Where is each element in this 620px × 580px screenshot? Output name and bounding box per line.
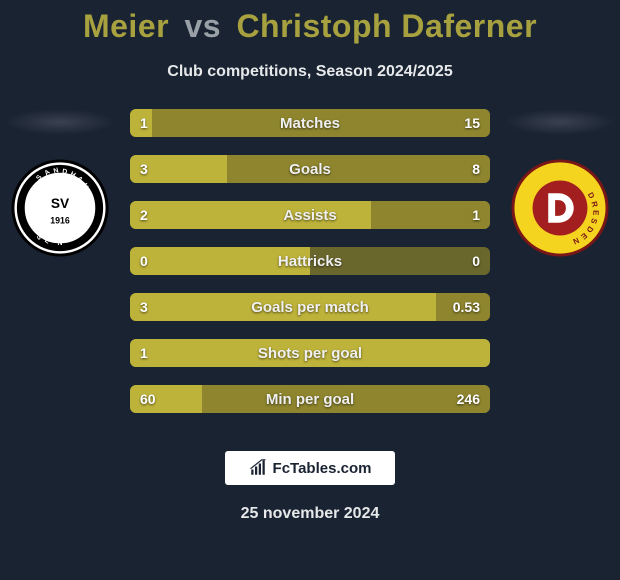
club-right: D R E S D E N <box>500 109 620 257</box>
sandhausen-crest-icon: SV SV 1916 S A N D H A U S E N <box>11 159 109 257</box>
stat-bar: 00Hattricks <box>130 247 490 275</box>
stat-label: Shots per goal <box>130 339 490 367</box>
club-right-crest: D R E S D E N <box>511 159 609 257</box>
stat-bar: 60246Min per goal <box>130 385 490 413</box>
stat-label: Hattricks <box>130 247 490 275</box>
stat-bar: 115Matches <box>130 109 490 137</box>
subtitle: Club competitions, Season 2024/2025 <box>0 63 620 81</box>
stat-bars: 115Matches 38Goals 21Assists 00Hattricks 30.… <box>130 109 490 413</box>
svg-text:N: N <box>58 240 63 247</box>
club-left-shadow <box>5 109 115 135</box>
svg-text:SV: SV <box>51 196 70 211</box>
vs-label: vs <box>184 8 221 44</box>
club-right-shadow <box>505 109 615 135</box>
svg-text:D: D <box>62 168 68 176</box>
brand-badge: FcTables.com <box>225 451 395 485</box>
stat-label: Goals per match <box>130 293 490 321</box>
comparison-content: SV SV 1916 S A N D H A U S E N <box>0 109 620 429</box>
brand-chart-icon <box>249 459 267 477</box>
stat-bar: 1Shots per goal <box>130 339 490 367</box>
stat-label: Min per goal <box>130 385 490 413</box>
stat-bar: 21Assists <box>130 201 490 229</box>
svg-text:E: E <box>591 210 600 216</box>
comparison-title: Meier vs Christoph Daferner <box>0 0 620 45</box>
player1-name: Meier <box>83 8 169 44</box>
brand-text: FcTables.com <box>273 460 372 477</box>
svg-text:1916: 1916 <box>50 216 70 226</box>
stat-label: Assists <box>130 201 490 229</box>
footer-date: 25 november 2024 <box>0 505 620 523</box>
club-left: SV SV 1916 S A N D H A U S E N <box>0 109 120 257</box>
stat-bar: 30.53Goals per match <box>130 293 490 321</box>
stat-label: Goals <box>130 155 490 183</box>
stat-label: Matches <box>130 109 490 137</box>
dynamo-dresden-crest-icon: D R E S D E N <box>511 159 609 257</box>
player2-name: Christoph Daferner <box>236 8 537 44</box>
svg-text:SV: SV <box>55 178 65 185</box>
stat-bar: 38Goals <box>130 155 490 183</box>
club-left-crest: SV SV 1916 S A N D H A U S E N <box>11 159 109 257</box>
